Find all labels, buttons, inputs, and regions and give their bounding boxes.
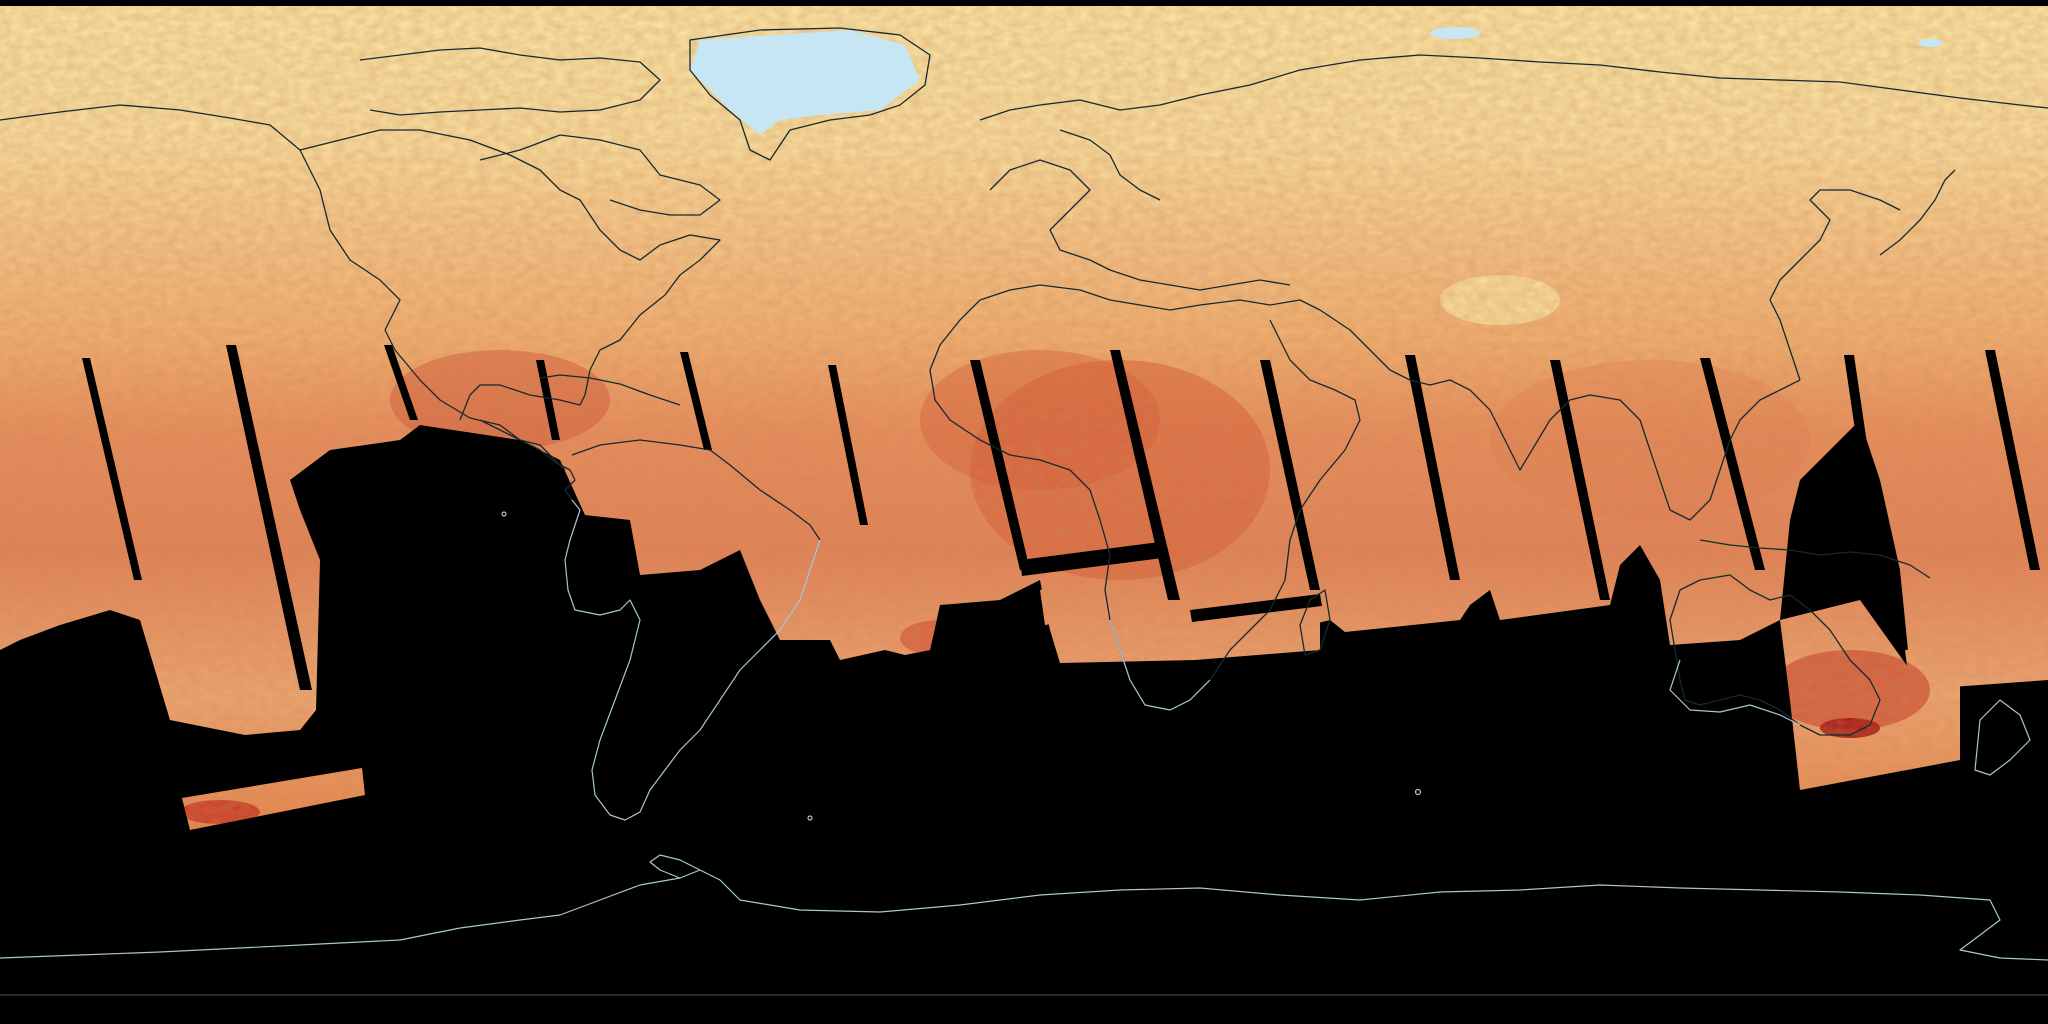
coastlines-south (0, 499, 2048, 961)
swath-gaps (82, 345, 2040, 690)
